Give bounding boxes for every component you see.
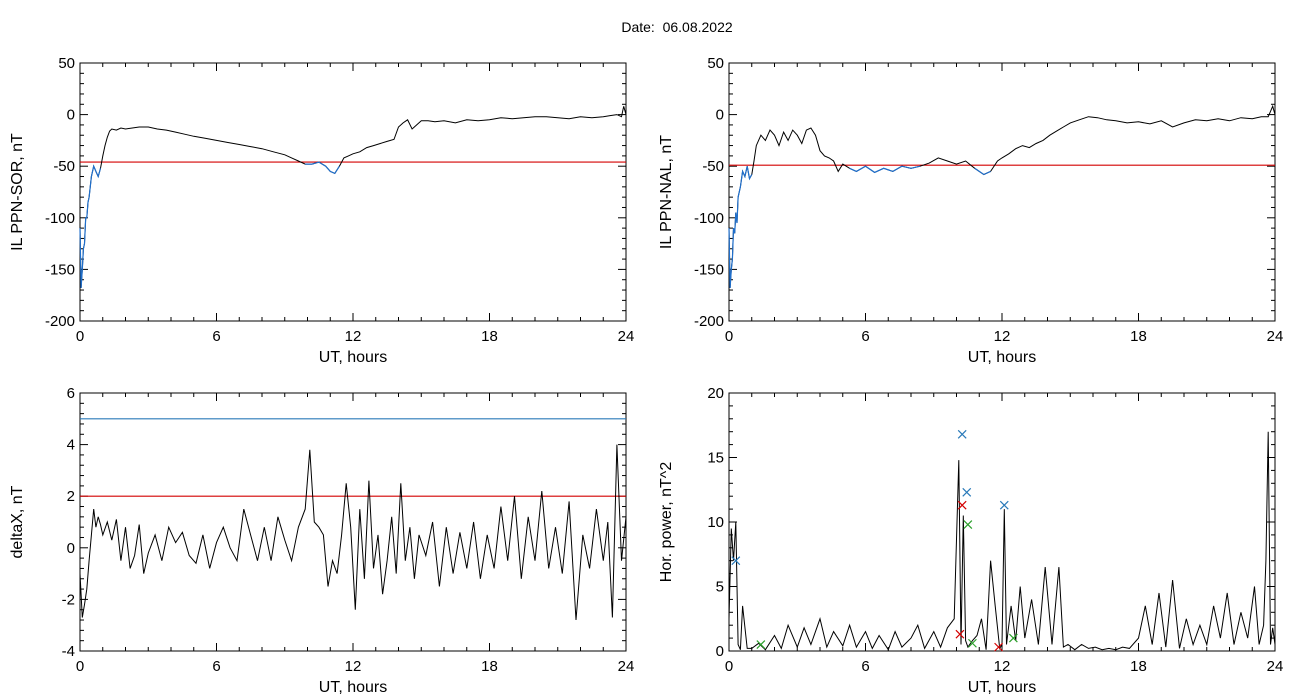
chart-3-marker-0 bbox=[957, 429, 967, 439]
chart-0-frame bbox=[79, 62, 627, 322]
chart-0-xtick-label-3: 18 bbox=[481, 328, 498, 345]
chart-1-xtick-label-3: 18 bbox=[1130, 328, 1147, 345]
chart-3-marker-1 bbox=[962, 487, 972, 497]
chart-0-below-segment-0 bbox=[79, 164, 102, 289]
chart-2-ytick-label-0: 6 bbox=[67, 385, 75, 402]
chart-1-ytick-label-5: -200 bbox=[694, 313, 724, 330]
chart-1-below-segment-1 bbox=[849, 165, 921, 174]
chart-2-ytick-label-5: -4 bbox=[62, 643, 75, 660]
chart-0-xtick-label-2: 12 bbox=[345, 328, 362, 345]
chart-0-xtick-label-0: 0 bbox=[76, 328, 84, 345]
chart-1-xtick-label-1: 6 bbox=[861, 328, 869, 345]
chart-date-title: Date: 06.08.2022 bbox=[621, 19, 733, 35]
chart-3-ylabel: Hor. power, nT^2 bbox=[658, 462, 675, 583]
chart-0-ytick-label-1: 0 bbox=[67, 107, 75, 124]
chart-3-xlabel: UT, hours bbox=[968, 679, 1036, 696]
chart-3-xtick-label-0: 0 bbox=[725, 658, 733, 675]
panel-deltax: 0 6 12 18 24 6 4 2 0 -2 -4 UT, hours deltaX, nT bbox=[9, 385, 634, 696]
chart-3-xtick-label-2: 12 bbox=[994, 658, 1011, 675]
chart-1-ytick-label-2: -50 bbox=[702, 158, 724, 175]
chart-3-xtick-label-4: 24 bbox=[1267, 658, 1284, 675]
chart-2-xtick-label-4: 24 bbox=[618, 658, 635, 675]
panel-hor-power: 0 6 12 18 24 20 15 10 5 0 UT, hours Hor. power, nT^… bbox=[658, 385, 1283, 696]
chart-3-marker-5 bbox=[994, 642, 1004, 652]
chart-1-ytick-label-1: 0 bbox=[716, 107, 724, 124]
chart-2-xtick-label-3: 18 bbox=[481, 658, 498, 675]
chart-0-series-0 bbox=[79, 106, 627, 289]
chart-3-marker-3 bbox=[957, 500, 967, 510]
chart-2-xtick-label-2: 12 bbox=[345, 658, 362, 675]
chart-0-ytick-label-2: -50 bbox=[53, 158, 75, 175]
chart-1-xtick-label-2: 12 bbox=[994, 328, 1011, 345]
chart-2-xtick-label-0: 0 bbox=[76, 658, 84, 675]
chart-2-xlabel: UT, hours bbox=[319, 679, 387, 696]
panel-il-ppn-sor: 0 6 12 18 24 50 0 -50 -100 -150 -200 UT, hours IL PP… bbox=[9, 55, 634, 366]
chart-2-series-0 bbox=[79, 444, 627, 621]
chart-1-below-segment-2 bbox=[974, 167, 991, 176]
chart-2-ytick-label-4: -2 bbox=[62, 591, 75, 608]
chart-1-ytick-label-0: 50 bbox=[707, 55, 724, 72]
chart-3-marker-9 bbox=[1008, 633, 1018, 643]
chart-1-xtick-label-4: 24 bbox=[1267, 328, 1284, 345]
chart-0-below-segment-1 bbox=[305, 161, 340, 175]
chart-3-marker-8 bbox=[968, 638, 977, 648]
chart-3-marker-10 bbox=[731, 556, 741, 566]
chart-0-ylabel: IL PPN-SOR, nT bbox=[9, 133, 26, 251]
chart-1-xtick-label-0: 0 bbox=[725, 328, 733, 345]
chart-1-series-0 bbox=[728, 104, 1276, 289]
panel-il-ppn-nal: 0 6 12 18 24 50 0 -50 -100 -150 -200 UT, hours IL PP… bbox=[658, 55, 1283, 366]
chart-1-below-segment-0 bbox=[728, 166, 753, 289]
chart-2-ytick-label-1: 4 bbox=[67, 437, 75, 454]
chart-3-ytick-label-4: 0 bbox=[716, 643, 724, 660]
chart-1-ytick-label-4: -150 bbox=[694, 261, 724, 278]
chart-0-xtick-label-1: 6 bbox=[212, 328, 220, 345]
chart-3-ytick-label-3: 5 bbox=[716, 579, 724, 596]
chart-3-xtick-label-3: 18 bbox=[1130, 658, 1147, 675]
chart-3-marker-2 bbox=[999, 500, 1009, 510]
chart-3-ytick-label-2: 10 bbox=[707, 514, 724, 531]
chart-1-ytick-label-3: -100 bbox=[694, 210, 724, 227]
chart-3-xtick-label-1: 6 bbox=[861, 658, 869, 675]
chart-2-xtick-label-1: 6 bbox=[212, 658, 220, 675]
chart-3-marker-4 bbox=[955, 629, 965, 639]
chart-1-ylabel: IL PPN-NAL, nT bbox=[658, 135, 675, 249]
chart-3-ytick-label-1: 15 bbox=[707, 450, 724, 467]
chart-2-ytick-label-2: 2 bbox=[67, 488, 75, 505]
chart-3-ytick-label-0: 20 bbox=[707, 385, 724, 402]
chart-3-marker-6 bbox=[963, 520, 973, 530]
chart-3-frame bbox=[728, 392, 1276, 652]
chart-0-xlabel: UT, hours bbox=[319, 349, 387, 366]
chart-2-ytick-label-3: 0 bbox=[67, 540, 75, 557]
chart-0-xtick-label-4: 24 bbox=[618, 328, 635, 345]
chart-0-ytick-label-5: -200 bbox=[45, 313, 75, 330]
chart-3-marker-7 bbox=[756, 640, 766, 649]
chart-3-series-0 bbox=[728, 431, 1276, 651]
chart-2-ylabel: deltaX, nT bbox=[9, 485, 26, 558]
chart-0-ytick-label-0: 50 bbox=[58, 55, 75, 72]
chart-0-ytick-label-4: -150 bbox=[45, 261, 75, 278]
chart-0-ytick-label-3: -100 bbox=[45, 210, 75, 227]
chart-1-frame bbox=[728, 62, 1276, 322]
chart-1-xlabel: UT, hours bbox=[968, 349, 1036, 366]
